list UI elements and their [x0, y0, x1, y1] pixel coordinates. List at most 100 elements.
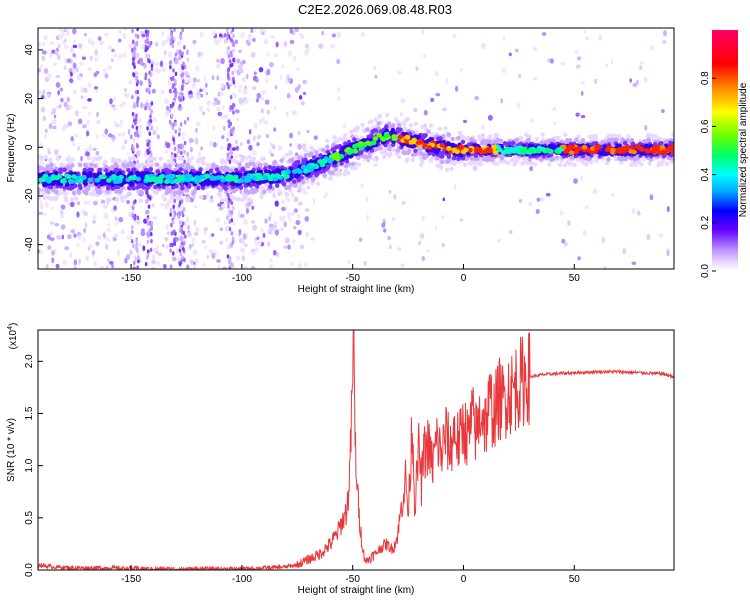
spectrogram-band: [512, 162, 517, 167]
spectrogram-speckle: [239, 213, 245, 218]
spectrogram-band: [413, 148, 418, 154]
spectrogram-band: [343, 164, 349, 169]
spectrogram-speckle: [77, 146, 80, 151]
spectrogram-speckle: [167, 51, 172, 58]
spectrogram-streak: [131, 94, 134, 100]
spectrogram-speckle: [61, 234, 65, 240]
spectrogram-speckle: [260, 28, 265, 33]
spectrogram-speckle: [285, 78, 289, 84]
spectrogram-streak: [172, 68, 175, 73]
spectrogram-speckle: [304, 208, 310, 212]
spectrogram-streak: [135, 76, 138, 82]
spectrogram-speckle: [202, 166, 205, 171]
spectrogram-speckle: [102, 203, 108, 210]
spectrogram-speckle: [61, 31, 65, 38]
spectrogram-band: [404, 158, 409, 164]
spectrogram-band: [46, 195, 51, 200]
spectrogram-speckle: [112, 107, 117, 111]
spectrogram-speckle: [107, 65, 113, 70]
spectrogram-speckle: [121, 132, 126, 137]
spectrogram-band: [103, 159, 108, 164]
spectrogram-speckle: [270, 153, 275, 157]
spectrogram-band: [657, 160, 662, 166]
spectrogram-speckle: [306, 129, 310, 134]
spectrogram-speckle: [297, 130, 301, 136]
spectrogram-streak: [134, 121, 137, 126]
spectrogram-band: [338, 149, 343, 155]
spectrogram-speckle: [69, 201, 75, 208]
spectrogram-speckle: [610, 193, 615, 198]
spectrogram-streak: [174, 93, 177, 99]
spectrogram-speckle: [150, 60, 155, 65]
spectrogram-streak: [230, 218, 234, 223]
spectrogram-speckle: [273, 53, 278, 58]
spectrogram-speckle: [258, 240, 262, 246]
spectrogram-band: [66, 157, 71, 163]
spectrogram-streak: [168, 38, 172, 43]
spectrogram-band: [437, 126, 443, 131]
spectrogram-streak: [146, 249, 150, 254]
spectrogram-speckle: [218, 37, 222, 43]
spectrogram-speckle: [51, 206, 54, 211]
spectrogram-speckle: [296, 67, 300, 71]
spectrogram-band: [145, 162, 150, 168]
spectrogram-streak: [132, 260, 136, 266]
spectrogram-speckle: [336, 32, 342, 39]
spectrogram-speckle: [516, 102, 521, 108]
spectrogram-band: [428, 123, 434, 128]
spectrogram-speckle: [166, 105, 170, 111]
spectrogram-speckle: [72, 89, 77, 95]
spectrogram-speckle: [610, 58, 614, 65]
spectrogram-band: [604, 160, 610, 166]
spectrogram-streak: [231, 240, 235, 245]
spectrogram-speckle: [80, 155, 83, 162]
spectrogram-speckle: [330, 43, 336, 49]
spectrogram-speckle: [509, 229, 513, 235]
spectrogram-speckle: [187, 225, 190, 230]
spectrogram-speckle: [666, 249, 670, 257]
spectrogram-speckle: [459, 67, 463, 72]
spectrogram-streak: [146, 29, 150, 35]
spectrogram-speckle: [221, 105, 225, 111]
spectrogram-band: [410, 157, 415, 162]
spectrogram-band: [164, 167, 170, 173]
spectrogram-band: [297, 164, 302, 169]
spectrogram-speckle: [87, 98, 92, 102]
spectrogram-streak: [171, 251, 175, 256]
spectrogram-streak: [172, 204, 176, 209]
spectrogram-speckle: [287, 244, 291, 250]
spectrogram-speckle: [418, 240, 422, 246]
spectrogram-streak: [170, 104, 174, 109]
spectrogram-speckle: [165, 223, 169, 231]
spectrogram-band: [316, 181, 321, 187]
spectrogram-speckle: [162, 244, 165, 248]
spectrogram-speckle: [515, 48, 519, 53]
spectrogram-speckle: [399, 111, 404, 117]
spectrogram-band: [446, 132, 452, 138]
spectrogram-speckle: [138, 124, 143, 130]
spectrogram-band: [622, 140, 628, 146]
spectrogram-speckle: [360, 183, 365, 188]
spectrogram-band: [325, 144, 330, 149]
spectrogram-band: [387, 153, 392, 158]
spectrogram-speckle: [99, 40, 104, 46]
spectrogram-streak: [181, 210, 184, 215]
spectrogram-band: [131, 155, 137, 161]
spectrogram-speckle: [304, 79, 308, 85]
spectrogram-band: [330, 147, 335, 152]
spectrogram-band: [220, 198, 225, 203]
spectrogram-streak: [147, 194, 151, 200]
spectrogram-band: [591, 141, 596, 146]
spectrogram-speckle: [389, 244, 392, 250]
spectrogram-speckle: [256, 142, 260, 147]
spectrogram-streak: [136, 265, 139, 269]
spectrogram-streak: [182, 61, 185, 66]
spectrogram-speckle: [49, 237, 55, 242]
spectrogram-band: [456, 156, 462, 161]
spectrogram-band: [307, 152, 312, 158]
spectrogram-band: [613, 137, 618, 143]
spectrogram-speckle: [216, 259, 221, 263]
spectrogram-speckle: [452, 33, 456, 39]
spectrogram-speckle: [138, 118, 142, 123]
spectrogram-speckle: [290, 262, 294, 266]
